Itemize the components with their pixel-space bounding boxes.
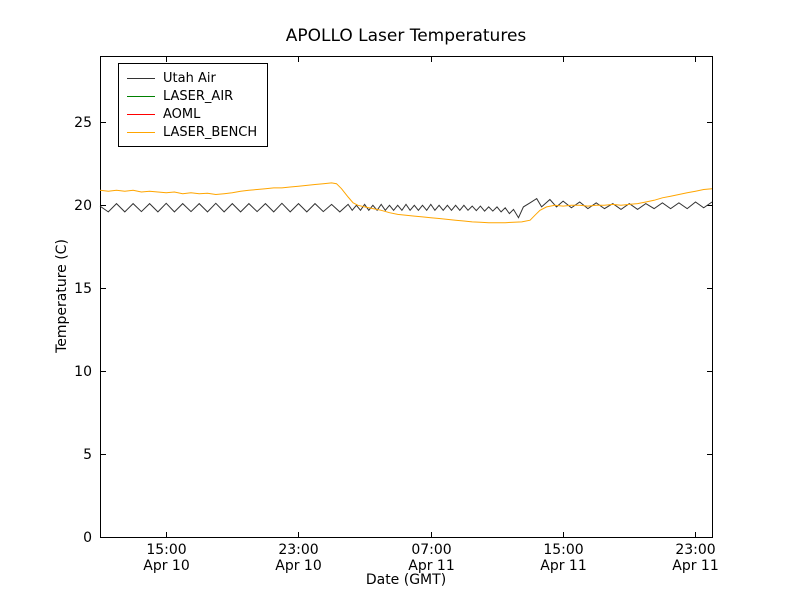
series-line-laser-bench xyxy=(99,182,713,224)
y-tick-label: 10 xyxy=(74,363,92,380)
x-tick-label: 15:00 Apr 11 xyxy=(540,542,587,574)
legend-line-sample xyxy=(127,131,155,133)
x-tick-date: Apr 11 xyxy=(540,558,587,574)
x-tick-date: Apr 11 xyxy=(672,558,719,574)
legend-label: LASER_AIR xyxy=(163,88,234,104)
legend-line-sample xyxy=(127,113,155,115)
x-tick-label: 23:00 Apr 10 xyxy=(275,542,322,574)
legend: Utah Air LASER_AIR AOML LASER_BENCH xyxy=(118,63,269,147)
legend-label: Utah Air xyxy=(163,70,216,86)
y-tick-label: 5 xyxy=(83,446,92,463)
plot-border xyxy=(100,56,713,538)
x-axis-label: Date (GMT) xyxy=(365,572,447,588)
legend-item: AOML xyxy=(127,105,257,123)
legend-item: LASER_BENCH xyxy=(127,123,257,141)
x-tick-label: 07:00 Apr 11 xyxy=(408,542,455,574)
x-tick-label: 23:00 Apr 11 xyxy=(672,542,719,574)
x-tick-date: Apr 10 xyxy=(143,558,190,574)
y-tick-label: 25 xyxy=(74,114,92,131)
chart-title: APOLLO Laser Temperatures xyxy=(285,26,527,46)
legend-line-sample xyxy=(127,95,155,97)
y-tick-label: 0 xyxy=(83,529,92,546)
legend-line-sample xyxy=(127,77,155,79)
x-tick-date: Apr 11 xyxy=(408,558,455,574)
legend-item: LASER_AIR xyxy=(127,87,257,105)
y-tick-label: 15 xyxy=(74,280,92,297)
y-tick-label: 20 xyxy=(74,197,92,214)
x-tick-label: 15:00 Apr 10 xyxy=(143,542,190,574)
legend-label: LASER_BENCH xyxy=(163,124,258,140)
legend-item: Utah Air xyxy=(127,69,257,87)
legend-label: AOML xyxy=(163,106,201,122)
series-line-utah-air xyxy=(99,197,713,219)
x-tick-date: Apr 10 xyxy=(275,558,322,574)
